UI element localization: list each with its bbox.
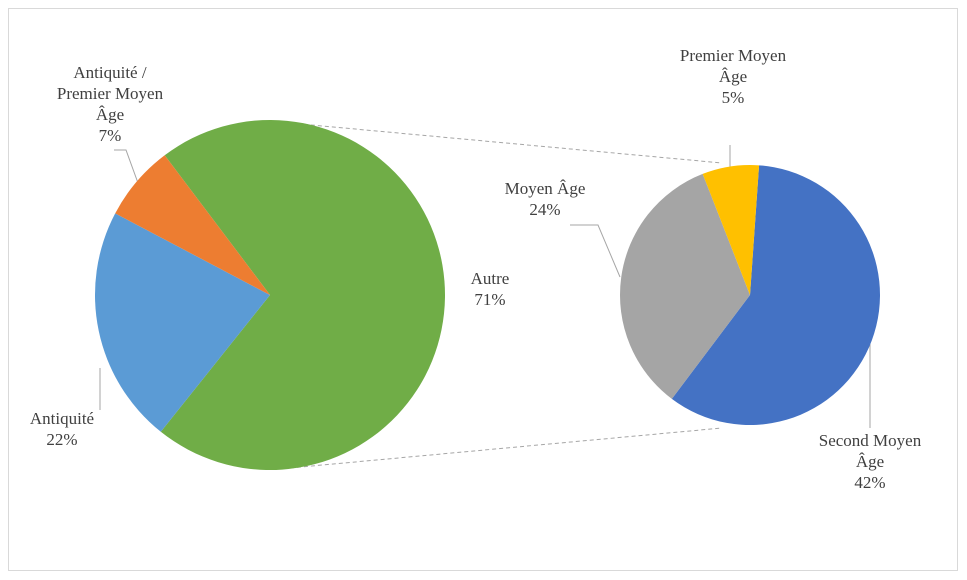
data-label: Premier Moyen Âge 5%	[674, 45, 792, 108]
slice-value: 7%	[98, 126, 122, 145]
leader-line	[114, 149, 139, 184]
slice-name: Premier Moyen Âge	[679, 46, 787, 86]
pie-slice	[115, 155, 270, 295]
data-label: Second Moyen Âge 42%	[811, 430, 929, 493]
pie-slice	[620, 173, 750, 399]
pie-slice	[160, 120, 445, 471]
slice-name: Autre	[470, 269, 510, 288]
slice-name: Antiquité / Premier Moyen Âge	[56, 63, 164, 124]
slice-name: Moyen Âge	[504, 179, 586, 198]
slice-value: 71%	[474, 290, 506, 309]
pie-slice	[671, 165, 880, 425]
data-label: Antiquité / Premier Moyen Âge 7%	[51, 62, 169, 146]
slice-value: 42%	[854, 473, 886, 492]
slice-name: Antiquité	[29, 409, 95, 428]
data-label: Moyen Âge 24%	[486, 178, 604, 220]
data-label: Antiquité 22%	[3, 408, 121, 450]
slice-value: 24%	[529, 200, 561, 219]
connector	[289, 122, 723, 164]
connector	[289, 427, 723, 469]
pie-slice	[94, 213, 270, 432]
pie-slice	[702, 165, 760, 295]
slice-value: 5%	[721, 88, 745, 107]
slice-value: 22%	[46, 430, 78, 449]
leader-line	[570, 224, 621, 278]
data-label: Autre 71%	[431, 268, 549, 310]
slice-name: Second Moyen Âge	[818, 431, 922, 471]
